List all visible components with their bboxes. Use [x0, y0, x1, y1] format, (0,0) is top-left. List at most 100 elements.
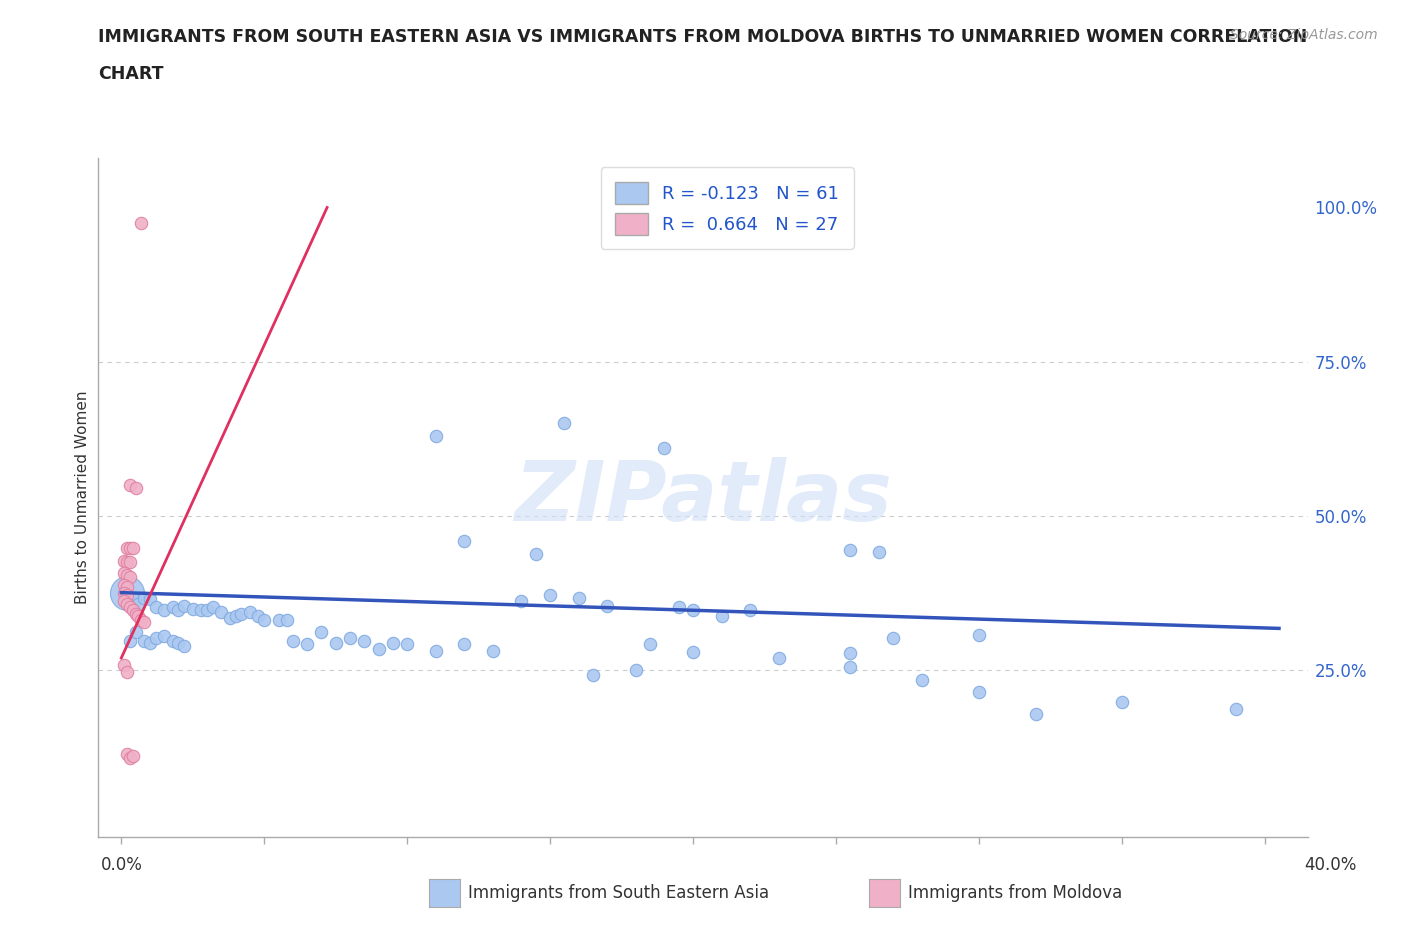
Point: [127, 596, 149, 611]
Point: [145, 600, 167, 615]
Point: [967, 627, 990, 642]
Point: [167, 635, 190, 650]
Point: [153, 603, 176, 618]
Point: [353, 633, 375, 648]
Point: [121, 540, 143, 555]
Point: [112, 553, 135, 568]
Point: [139, 592, 162, 607]
Point: [173, 598, 195, 613]
Point: [1225, 701, 1247, 716]
Point: [127, 608, 149, 623]
Point: [839, 645, 862, 660]
Point: [139, 635, 162, 650]
Point: [115, 567, 138, 582]
Legend: R = -0.123   N = 61, R =  0.664   N = 27: R = -0.123 N = 61, R = 0.664 N = 27: [600, 167, 853, 249]
Point: [682, 603, 704, 618]
Point: [115, 664, 138, 679]
Text: Immigrants from South Eastern Asia: Immigrants from South Eastern Asia: [468, 884, 769, 902]
Point: [167, 603, 190, 618]
Point: [311, 625, 333, 640]
Point: [173, 638, 195, 653]
Point: [367, 642, 389, 657]
Point: [121, 603, 143, 618]
Point: [1111, 695, 1133, 710]
Point: [638, 637, 661, 652]
Point: [118, 751, 141, 765]
Point: [162, 600, 184, 615]
Point: [524, 547, 547, 562]
Point: [112, 658, 135, 673]
Point: [162, 633, 184, 648]
Point: [839, 660, 862, 675]
Point: [124, 625, 146, 640]
Point: [710, 608, 733, 623]
Point: [682, 644, 704, 659]
Point: [339, 631, 361, 645]
Point: [118, 600, 141, 615]
Text: Immigrants from Moldova: Immigrants from Moldova: [908, 884, 1122, 902]
Point: [538, 588, 561, 603]
Point: [115, 555, 138, 570]
Point: [231, 606, 253, 621]
Point: [453, 637, 475, 652]
Text: ZIPatlas: ZIPatlas: [515, 457, 891, 538]
Point: [219, 610, 242, 625]
Point: [596, 598, 619, 613]
Point: [425, 644, 447, 658]
Point: [121, 748, 143, 763]
Point: [115, 540, 138, 555]
Point: [121, 592, 143, 607]
Point: [115, 586, 138, 601]
Point: [267, 612, 290, 627]
Point: [112, 565, 135, 580]
Point: [201, 600, 224, 615]
Point: [209, 604, 232, 619]
Point: [482, 644, 505, 658]
Point: [582, 668, 605, 683]
Point: [115, 596, 138, 611]
Point: [129, 612, 152, 627]
Point: [153, 629, 176, 644]
Point: [276, 612, 298, 627]
Point: [668, 600, 690, 615]
Point: [239, 604, 262, 619]
Point: [295, 637, 318, 652]
Text: Source: ZipAtlas.com: Source: ZipAtlas.com: [1230, 28, 1378, 42]
Point: [145, 631, 167, 645]
Point: [911, 672, 934, 687]
Point: [882, 631, 904, 645]
Point: [115, 746, 138, 761]
Point: [134, 633, 156, 648]
Point: [396, 637, 419, 652]
Point: [768, 651, 790, 666]
Point: [190, 603, 212, 618]
Point: [129, 216, 152, 231]
Point: [325, 635, 347, 650]
Point: [510, 593, 533, 608]
Point: [134, 615, 156, 630]
Point: [247, 608, 270, 623]
Point: [112, 593, 135, 608]
Point: [124, 606, 146, 621]
Point: [253, 612, 276, 627]
Text: CHART: CHART: [98, 65, 165, 83]
Text: IMMIGRANTS FROM SOUTH EASTERN ASIA VS IMMIGRANTS FROM MOLDOVA BIRTHS TO UNMARRIE: IMMIGRANTS FROM SOUTH EASTERN ASIA VS IM…: [98, 28, 1308, 46]
Point: [839, 542, 862, 557]
Point: [124, 481, 146, 496]
Y-axis label: Births to Unmarried Women: Births to Unmarried Women: [75, 391, 90, 604]
Point: [225, 608, 247, 623]
Text: 40.0%: 40.0%: [1305, 856, 1357, 873]
Point: [425, 429, 447, 444]
Point: [624, 663, 647, 678]
Point: [654, 441, 676, 456]
Point: [112, 586, 135, 601]
Point: [281, 633, 304, 648]
Point: [118, 478, 141, 493]
Point: [115, 588, 138, 603]
Point: [868, 544, 890, 559]
Point: [112, 578, 135, 592]
Text: 0.0%: 0.0%: [101, 856, 143, 873]
Point: [1025, 706, 1047, 721]
Point: [118, 569, 141, 584]
Point: [453, 533, 475, 548]
